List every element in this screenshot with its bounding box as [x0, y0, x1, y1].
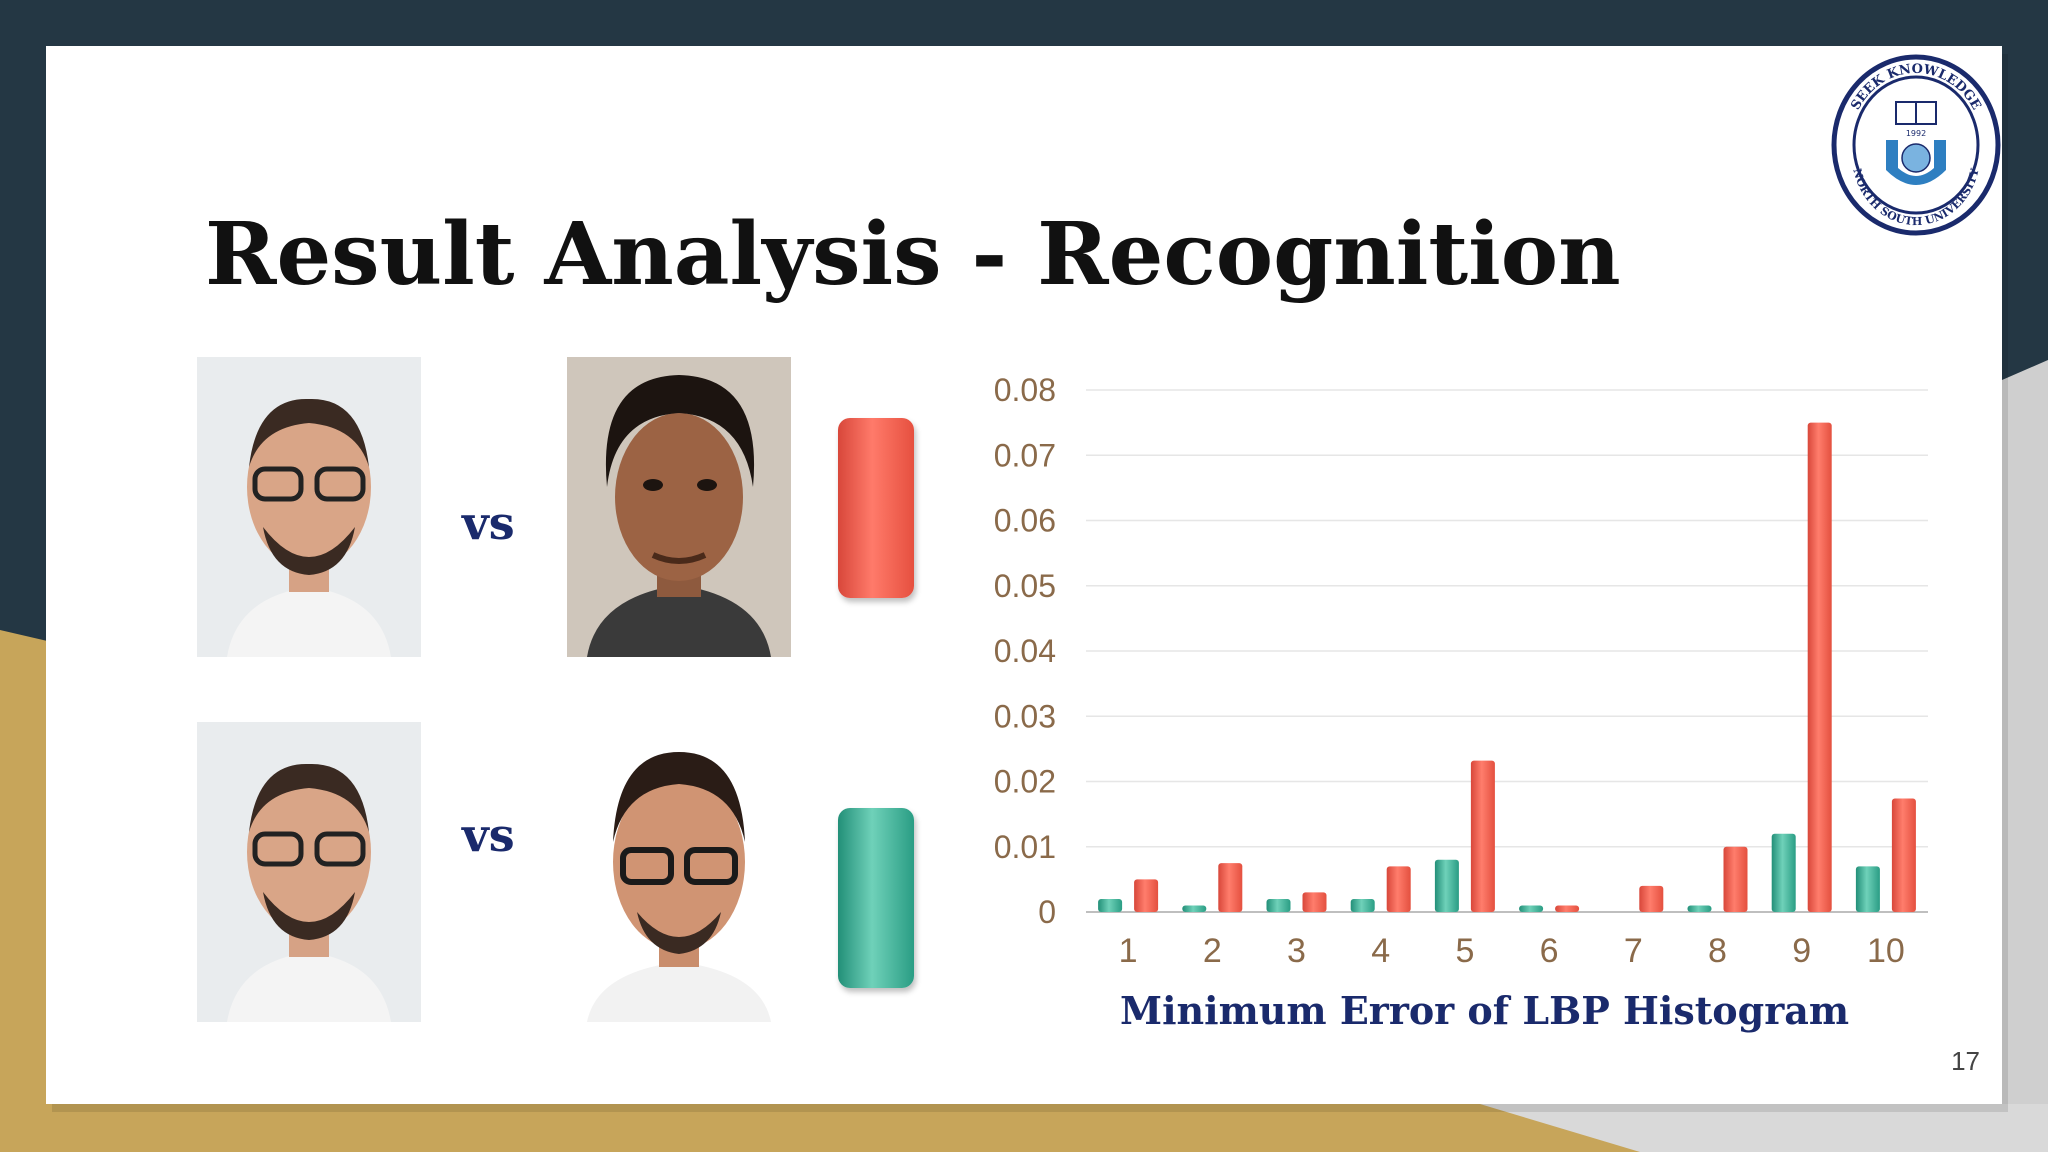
x-tick-label: 2	[1203, 932, 1222, 970]
legend-swatch-mismatch	[838, 418, 914, 598]
x-tick-label: 8	[1708, 932, 1727, 970]
bar-red	[1302, 892, 1327, 912]
y-tick-label: 0.05	[994, 568, 1056, 604]
y-tick-label: 0.08	[994, 372, 1056, 408]
y-tick-label: 0.04	[994, 633, 1056, 669]
bar-red	[1134, 879, 1159, 912]
bar-red	[1807, 422, 1832, 912]
bar-teal	[1350, 898, 1375, 912]
bar-teal	[1519, 905, 1544, 912]
vs-label-bottom: vs	[462, 808, 515, 862]
bar-teal	[1182, 905, 1207, 912]
y-tick-label: 0.01	[994, 829, 1056, 865]
candidate-face-photo-top	[567, 357, 791, 657]
candidate-face-photo-bottom	[567, 722, 791, 1022]
university-logo: SEEK KNOWLEDGE NORTH SOUTH UNIVERSITY 19…	[1831, 54, 2001, 236]
bar-red	[1218, 863, 1243, 912]
y-tick-label: 0	[1038, 894, 1056, 930]
bar-teal	[1434, 859, 1459, 912]
bar-teal	[1687, 905, 1712, 912]
bar-red	[1470, 760, 1495, 912]
y-tick-label: 0.07	[994, 437, 1056, 473]
page-number: 17	[1951, 1046, 1980, 1076]
query-face-photo-bottom	[197, 722, 421, 1022]
y-tick-label: 0.03	[994, 698, 1056, 734]
bar-chart: 0 0.01 0.02 0.03 0.04 0.05 0.06 0.07 0.08 1 2 3 4 5 6 7…	[994, 372, 1928, 970]
x-tick-label: 9	[1792, 932, 1811, 970]
bar-red	[1555, 905, 1580, 912]
legend-swatch-match	[838, 808, 914, 988]
x-tick-label: 5	[1455, 932, 1474, 970]
bar-teal	[1266, 898, 1291, 912]
x-tick-label: 4	[1371, 932, 1390, 970]
bar-red	[1723, 846, 1748, 912]
bar-red	[1639, 885, 1664, 912]
x-axis-label: Minimum Error of LBP Histogram	[1120, 988, 1850, 1033]
slide-title: Result Analysis - Recognition	[205, 204, 1621, 305]
bar-red	[1891, 798, 1916, 912]
bar-red	[1386, 866, 1411, 912]
x-tick-label: 10	[1867, 932, 1905, 970]
y-tick-label: 0.02	[994, 764, 1056, 800]
vs-label-top: vs	[462, 496, 515, 550]
y-tick-label: 0.06	[994, 503, 1056, 539]
x-tick-label: 1	[1119, 932, 1138, 970]
x-tick-label: 7	[1624, 932, 1643, 970]
x-tick-label: 6	[1540, 932, 1559, 970]
bar-teal	[1771, 833, 1796, 912]
x-tick-label: 3	[1287, 932, 1306, 970]
logo-year: 1992	[1906, 129, 1926, 138]
query-face-photo-top	[197, 357, 421, 657]
bar-teal	[1855, 866, 1880, 912]
bar-teal	[1098, 898, 1123, 912]
